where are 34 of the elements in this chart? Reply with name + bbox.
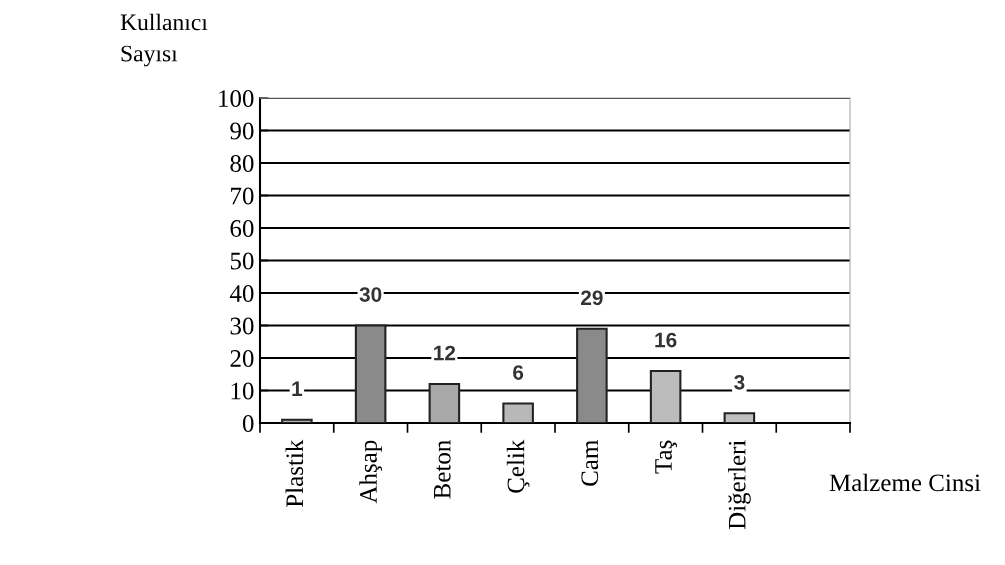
bar — [723, 412, 756, 423]
y-tick-label: 50 — [230, 252, 254, 270]
data-label: 1 — [292, 381, 303, 396]
y-tick-label: 60 — [230, 220, 254, 237]
x-tick-label: Cam — [581, 440, 599, 486]
x-tick-label: Çelik — [506, 439, 530, 493]
x-axis-title: Malzeme Cinsi — [829, 473, 981, 492]
y-tick-label: 40 — [229, 285, 254, 302]
x-tick-label: Beton — [434, 440, 451, 499]
y-axis-title: Kullanıcı Sayısı — [120, 13, 208, 67]
bar — [502, 402, 534, 423]
bar — [649, 369, 682, 423]
data-label: 29 — [581, 290, 603, 306]
y-tick-label: 10 — [231, 382, 254, 400]
bar — [354, 324, 387, 423]
data-label: 6 — [513, 365, 524, 380]
bar — [428, 382, 461, 423]
x-tick-label: Diğerleri — [728, 440, 751, 530]
y-tick-label: 90 — [230, 122, 254, 140]
x-tick-label: Taş — [655, 440, 677, 474]
data-label: 30 — [359, 287, 382, 302]
x-tick-label: Plastik — [285, 439, 304, 508]
bar — [281, 418, 313, 423]
data-label: 12 — [434, 345, 456, 361]
y-tick-label: 0 — [242, 415, 254, 432]
y-tick-label: 70 — [231, 187, 254, 205]
y-tick-label: 80 — [230, 155, 254, 172]
y-tick-label: 30 — [230, 317, 254, 335]
y-tick-label: 100 — [219, 90, 254, 107]
data-label: 16 — [655, 332, 677, 348]
x-tick-label: Ahşap — [359, 440, 382, 504]
y-tick-label: 20 — [230, 350, 254, 367]
bar — [576, 327, 608, 423]
data-label: 3 — [734, 374, 745, 390]
